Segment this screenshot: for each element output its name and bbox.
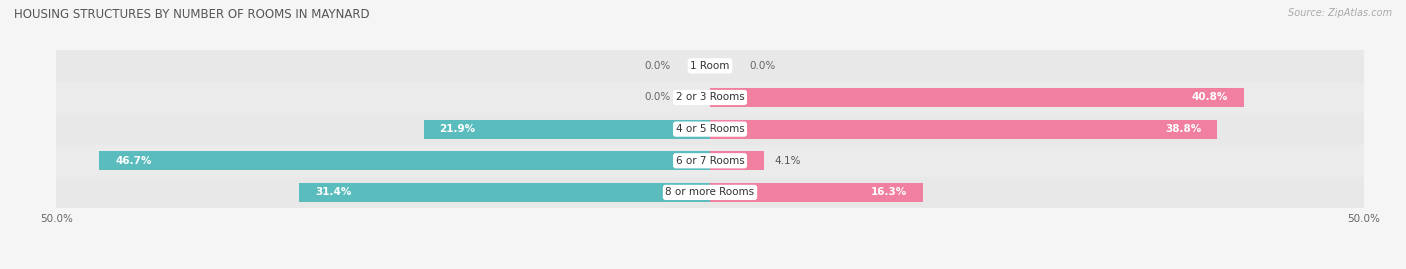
Text: 31.4%: 31.4% [315, 187, 352, 197]
Bar [423, 120, 710, 139]
Text: 38.8%: 38.8% [1166, 124, 1202, 134]
Text: 0.0%: 0.0% [644, 61, 671, 71]
Bar [100, 151, 710, 170]
Bar [710, 120, 1218, 139]
Text: 40.8%: 40.8% [1191, 93, 1227, 102]
Text: 0.0%: 0.0% [749, 61, 776, 71]
Bar [299, 183, 710, 202]
Text: 6 or 7 Rooms: 6 or 7 Rooms [676, 156, 744, 166]
Text: 0.0%: 0.0% [644, 93, 671, 102]
Text: 16.3%: 16.3% [872, 187, 907, 197]
Bar [56, 176, 1364, 208]
Text: 4 or 5 Rooms: 4 or 5 Rooms [676, 124, 744, 134]
Bar [56, 145, 1364, 176]
Bar [710, 88, 1243, 107]
Bar [56, 113, 1364, 145]
Bar [710, 183, 924, 202]
Bar [56, 82, 1364, 113]
Text: Source: ZipAtlas.com: Source: ZipAtlas.com [1288, 8, 1392, 18]
Bar [56, 50, 1364, 82]
Text: 4.1%: 4.1% [775, 156, 800, 166]
Text: HOUSING STRUCTURES BY NUMBER OF ROOMS IN MAYNARD: HOUSING STRUCTURES BY NUMBER OF ROOMS IN… [14, 8, 370, 21]
Bar [710, 151, 763, 170]
Text: 8 or more Rooms: 8 or more Rooms [665, 187, 755, 197]
Text: 21.9%: 21.9% [439, 124, 475, 134]
Text: 46.7%: 46.7% [115, 156, 152, 166]
Text: 1 Room: 1 Room [690, 61, 730, 71]
Text: 2 or 3 Rooms: 2 or 3 Rooms [676, 93, 744, 102]
